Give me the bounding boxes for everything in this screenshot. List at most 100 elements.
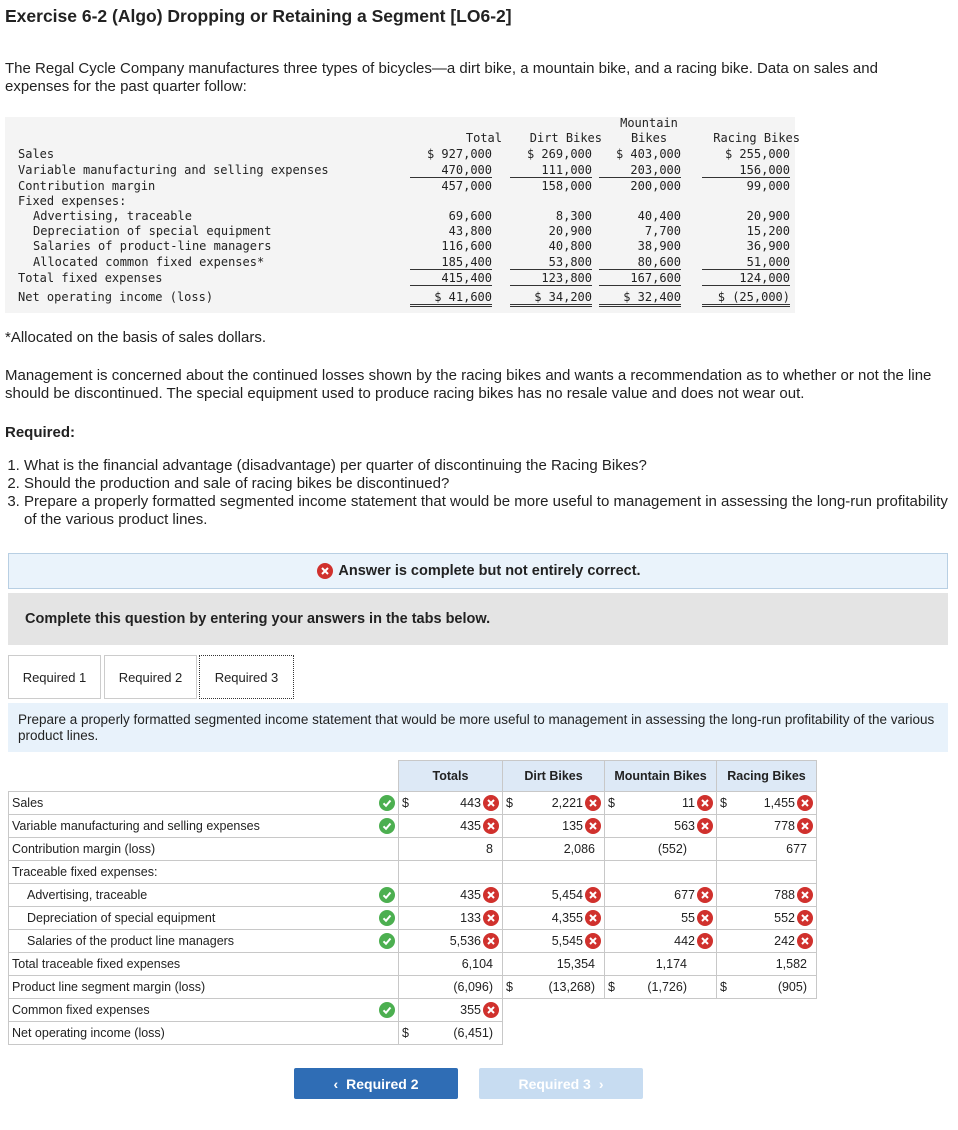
value-wrap: (6,451) xyxy=(453,1026,499,1040)
cell-wrap: $443 xyxy=(402,795,499,811)
cell-value: 8,300 xyxy=(555,209,592,223)
cell-wrap: $ (13,268) xyxy=(506,980,601,994)
column-header: Racing Bikes xyxy=(713,131,800,145)
cell-value: 788 xyxy=(774,888,795,902)
wrong-icon xyxy=(585,795,601,811)
value-cell: 2,086 xyxy=(502,837,605,861)
row-label-cell: Variable manufacturing and selling expen… xyxy=(8,814,399,838)
cell-value: 552 xyxy=(774,911,795,925)
cell-wrap: 5,545 xyxy=(506,933,601,949)
row-label: Depreciation of special equipment xyxy=(33,224,272,238)
cell-value: 5,454 xyxy=(551,888,583,902)
row-label: Advertising, traceable xyxy=(33,209,192,223)
wrong-icon xyxy=(585,910,601,926)
row-label: Fixed expenses: xyxy=(18,194,127,208)
value-wrap: 133 xyxy=(460,910,499,926)
wrong-icon xyxy=(483,1002,499,1018)
value-cell: 677 xyxy=(604,883,717,907)
check-icon xyxy=(379,910,395,926)
value-wrap: 677 xyxy=(674,887,713,903)
row-label: Net operating income (loss) xyxy=(18,290,214,304)
cell-value: 1,582 xyxy=(775,957,807,971)
value-cell: 4,355 xyxy=(502,906,605,930)
instruction: Complete this question by entering your … xyxy=(8,593,948,645)
cell-value: (13,268) xyxy=(548,980,595,994)
row-label-cell: Common fixed expenses xyxy=(8,998,399,1022)
previous-button[interactable]: ‹ Required 2 xyxy=(294,1068,458,1099)
value-cell: $1,455 xyxy=(716,791,817,815)
value-wrap: 135 xyxy=(562,818,601,834)
value-cell xyxy=(604,998,717,1022)
wrong-icon xyxy=(797,887,813,903)
answer-table: Totals Dirt Bikes Mountain Bikes Racing Bik… xyxy=(8,760,817,1045)
cell-value: 6,104 xyxy=(461,957,493,971)
cell-value: 563 xyxy=(674,819,695,833)
label-wrap: Traceable fixed expenses: xyxy=(12,865,395,879)
tab[interactable]: Required 1 xyxy=(8,655,101,699)
cell-value: 1,455 xyxy=(763,796,795,810)
cell-value: 778 xyxy=(774,819,795,833)
question-list: What is the financial advantage (disadva… xyxy=(0,457,949,529)
column-header: Mountain Bikes xyxy=(620,116,678,145)
cell-value: 99,000 xyxy=(746,179,790,193)
instruction-text: Complete this question by entering your … xyxy=(25,611,491,627)
cell-value: 200,000 xyxy=(630,179,681,193)
value-cell: 1,582 xyxy=(716,952,817,976)
row-label: Sales xyxy=(12,796,44,810)
column-header: Totals xyxy=(398,760,503,792)
cell-value: (1,726) xyxy=(647,980,687,994)
value-wrap: 2,221 xyxy=(552,795,601,811)
row-label: Advertising, traceable xyxy=(27,888,148,902)
row-label-cell: Sales xyxy=(8,791,399,815)
cell-value: 2,086 xyxy=(563,842,595,856)
cell-value: 111,000 xyxy=(510,163,592,178)
value-wrap: 355 xyxy=(460,1002,499,1018)
value-cell: 133 xyxy=(398,906,503,930)
value-cell: 8 xyxy=(398,837,503,861)
value-cell: $443 xyxy=(398,791,503,815)
cell-wrap: 15,354 xyxy=(506,957,601,971)
value-wrap: 242 xyxy=(774,933,813,949)
label-wrap: Contribution margin (loss) xyxy=(12,842,395,856)
value-cell: 677 xyxy=(716,837,817,861)
label-wrap: Advertising, traceable xyxy=(12,887,395,903)
value-cell xyxy=(716,860,817,884)
cell-wrap: 1,174 xyxy=(608,957,713,971)
cell-value: 15,200 xyxy=(746,224,790,238)
row-label: Contribution margin (loss) xyxy=(12,842,156,856)
answer-row: Advertising, traceable 435 5,454 677 788 xyxy=(8,883,817,907)
value-wrap: 1,174 xyxy=(656,957,713,971)
cell-value: $ 32,400 xyxy=(599,290,681,307)
row-label: Total fixed expenses xyxy=(18,271,163,285)
value-cell: $ (6,451) xyxy=(398,1021,503,1045)
cell-wrap: 242 xyxy=(720,933,813,949)
value-wrap: (1,726) xyxy=(647,980,713,994)
cell-value: 156,000 xyxy=(702,163,790,178)
value-cell: 5,536 xyxy=(398,929,503,953)
cell-wrap: $2,221 xyxy=(506,795,601,811)
value-cell: 5,454 xyxy=(502,883,605,907)
dollar-sign: $ xyxy=(608,796,615,810)
value-wrap: 11 xyxy=(682,795,713,811)
check-icon xyxy=(379,818,395,834)
value-cell: $2,221 xyxy=(502,791,605,815)
wrong-icon xyxy=(483,887,499,903)
cell-value: 242 xyxy=(774,934,795,948)
answer-row: Product line segment margin (loss) (6,096… xyxy=(8,975,817,999)
cell-wrap: 8 xyxy=(402,842,499,856)
cell-wrap: 55 xyxy=(608,910,713,926)
column-header: Dirt Bikes xyxy=(529,131,602,145)
value-wrap: (905) xyxy=(778,980,813,994)
cell-wrap: 5,454 xyxy=(506,887,601,903)
answer-row: Total traceable fixed expenses 6,104 15,35… xyxy=(8,952,817,976)
value-wrap: 5,454 xyxy=(552,887,601,903)
row-label: Salaries of product-line managers xyxy=(33,239,272,253)
next-button: Required 3 › xyxy=(479,1068,643,1099)
answer-row: Sales $443 $2,221 $11 $1,455 xyxy=(8,791,817,815)
tab[interactable]: Required 2 xyxy=(104,655,197,699)
cell-value: 442 xyxy=(674,934,695,948)
row-label: Net operating income (loss) xyxy=(12,1026,165,1040)
tab-active[interactable]: Required 3 xyxy=(199,655,294,699)
row-label-cell: Salaries of the product line managers xyxy=(8,929,399,953)
wrong-icon xyxy=(797,933,813,949)
